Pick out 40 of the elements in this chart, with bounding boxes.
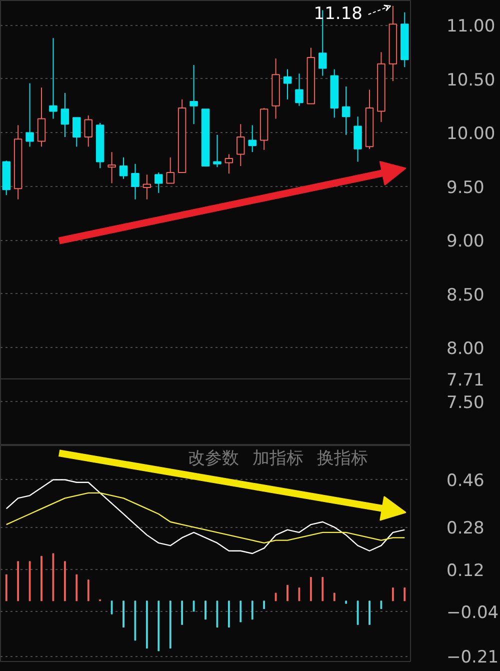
candlestick [283, 68, 292, 100]
candlestick [108, 152, 116, 184]
candlestick [213, 134, 222, 168]
candlestick [224, 154, 234, 174]
candlestick [131, 163, 140, 200]
y-tick-label: −0.21 [446, 648, 499, 668]
candlestick [166, 156, 174, 184]
y-tick-label: 0.46 [446, 471, 484, 492]
candlestick [60, 92, 70, 138]
y-tick-label: 7.50 [446, 392, 484, 413]
candlestick [84, 115, 92, 148]
candlestick [119, 156, 128, 180]
annotation: 改参数 [188, 448, 239, 468]
candlestick [354, 116, 362, 162]
candlestick [236, 124, 245, 167]
ref-line-label: 7.71 [446, 370, 484, 390]
y-tick-label: 0.12 [446, 560, 484, 581]
y-tick-label: 8.00 [446, 339, 484, 360]
candlestick [37, 87, 46, 148]
line-series [6, 479, 406, 554]
y-tick-label: 9.50 [446, 178, 484, 198]
annotation: 加指标 [252, 448, 304, 468]
candlestick [142, 174, 152, 200]
candlestick [49, 38, 58, 120]
line-series [6, 492, 406, 544]
candlestick [248, 124, 256, 153]
annotation: 换指标 [316, 448, 368, 468]
candlestick [154, 172, 163, 194]
y-tick-label: 9.00 [446, 232, 484, 252]
y-tick-label: 11.00 [446, 16, 496, 37]
y-tick-label: 0.28 [446, 518, 484, 539]
candlestick [190, 64, 198, 125]
y-tick-label: 10.50 [446, 70, 496, 90]
candlestick [72, 117, 81, 148]
candlestick [295, 73, 304, 106]
y-tick-label: 10.00 [446, 124, 496, 144]
candlestick [342, 86, 350, 136]
y-tick-label: −0.04 [446, 602, 499, 623]
y-tick-label: 8.50 [446, 285, 484, 306]
candlestick [26, 82, 34, 148]
